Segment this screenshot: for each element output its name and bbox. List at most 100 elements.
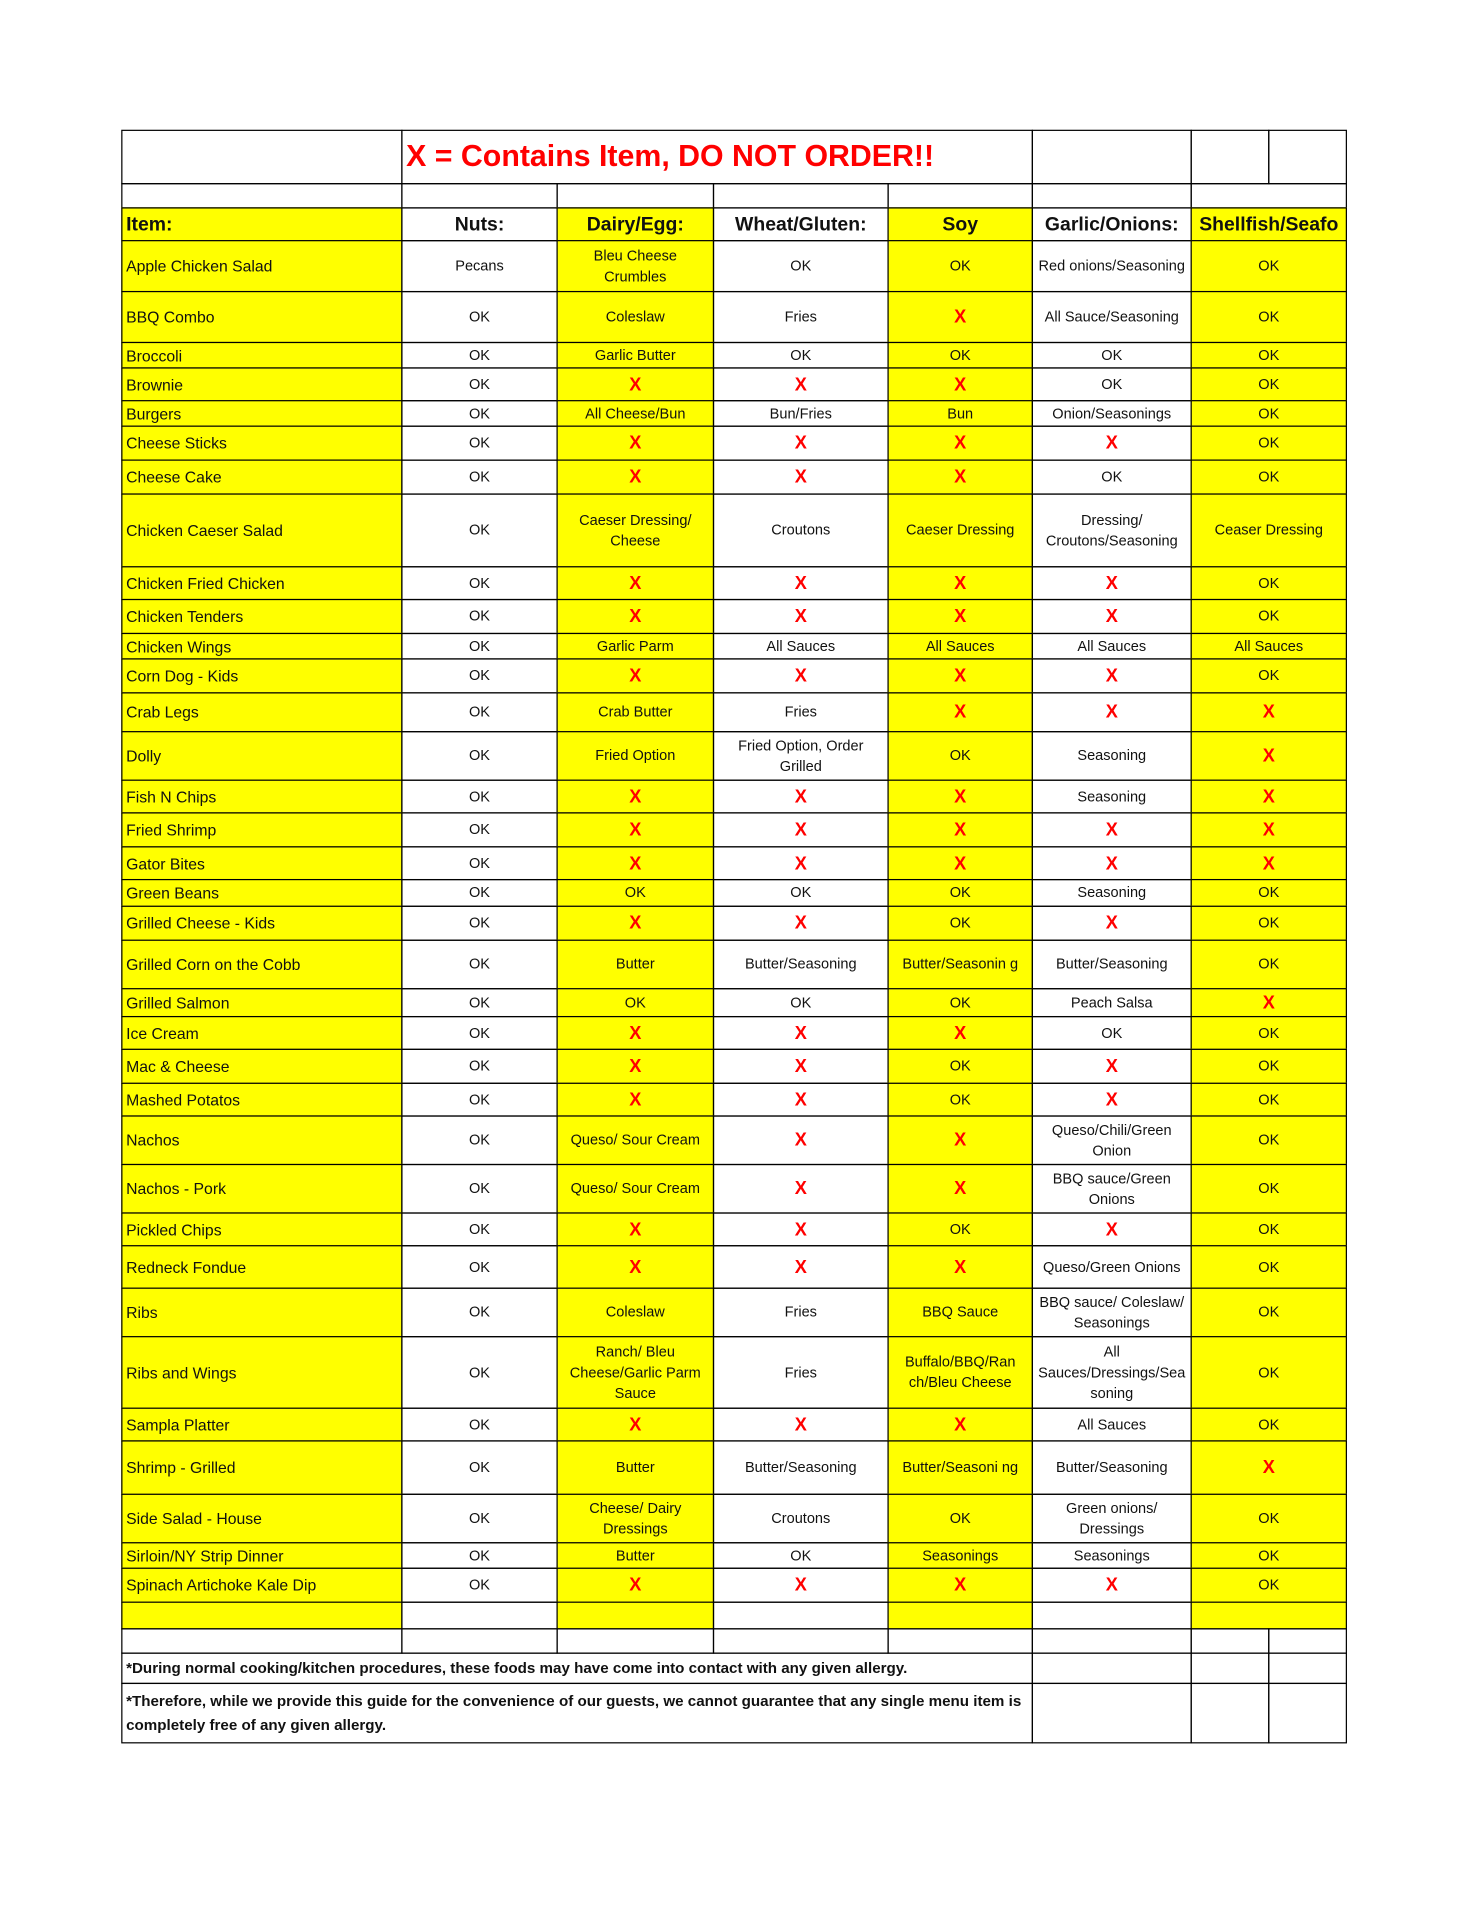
empty-cell (556, 1628, 715, 1654)
allergen-cell: OK (1190, 566, 1347, 601)
allergen-cell: Caeser Dressing (887, 493, 1033, 568)
allergen-cell: OK (401, 905, 558, 941)
empty-cell (1031, 1628, 1192, 1654)
empty-cell (1268, 1652, 1347, 1685)
menu-item: Cheese Sticks (121, 425, 403, 461)
allergen-cell: Queso/ Sour Cream (556, 1163, 715, 1214)
menu-item: Nachos - Pork (121, 1163, 403, 1214)
empty-cell (887, 1628, 1033, 1654)
allergen-cell: Garlic Parm (556, 632, 715, 660)
allergen-cell: X (887, 1245, 1033, 1289)
allergen-cell: Dressing/ Croutons/Seasoning (1031, 493, 1192, 568)
allergen-cell: OK (1190, 1542, 1347, 1569)
menu-item: Chicken Fried Chicken (121, 566, 403, 601)
menu-item: Chicken Wings (121, 632, 403, 660)
empty-cell (712, 183, 889, 209)
menu-item: Green Beans (121, 878, 403, 907)
allergen-cell: Butter/Seasoning (712, 1440, 889, 1495)
allergen-cell: OK (1190, 367, 1347, 402)
allergen-cell: OK (1190, 341, 1347, 369)
allergen-cell: OK (1190, 598, 1347, 635)
allergen-cell: X (1031, 566, 1192, 601)
empty-cell (401, 1628, 558, 1654)
allergen-cell: Red onions/Seasoning (1031, 240, 1192, 293)
allergen-cell: X (887, 598, 1033, 635)
allergen-cell: OK (401, 425, 558, 461)
allergen-cell: X (556, 1567, 715, 1603)
allergen-cell: X (1190, 731, 1347, 781)
column-header: Wheat/Gluten: (712, 207, 889, 242)
allergen-cell: Fried Option, Order Grilled (712, 731, 889, 781)
allergen-cell: X (556, 658, 715, 694)
allergen-cell: OK (1190, 1287, 1347, 1338)
allergen-cell: Queso/ Sour Cream (556, 1115, 715, 1166)
allergen-cell: OK (1031, 459, 1192, 495)
allergen-cell: OK (401, 566, 558, 601)
allergen-cell: X (712, 1567, 889, 1603)
allergen-cell: OK (887, 1212, 1033, 1247)
menu-item: Grilled Salmon (121, 988, 403, 1018)
allergen-cell: X (1031, 812, 1192, 848)
menu-item: Chicken Tenders (121, 598, 403, 635)
allergen-cell: Butter (556, 1440, 715, 1495)
menu-item: Broccoli (121, 341, 403, 369)
menu-item: Redneck Fondue (121, 1245, 403, 1289)
menu-item: Spinach Artichoke Kale Dip (121, 1567, 403, 1603)
allergen-cell: All Cheese/Bun (556, 400, 715, 427)
empty-cell (401, 1601, 558, 1630)
allergen-cell: OK (1190, 400, 1347, 427)
allergen-cell: Caeser Dressing/ Cheese (556, 493, 715, 568)
allergen-cell: X (556, 1407, 715, 1442)
allergen-cell: OK (401, 1245, 558, 1289)
allergen-cell: OK (401, 658, 558, 694)
allergen-cell: X (1031, 658, 1192, 694)
allergen-cell: OK (401, 290, 558, 344)
column-header: Dairy/Egg: (556, 207, 715, 242)
allergen-cell: OK (401, 731, 558, 781)
allergen-cell: OK (556, 988, 715, 1018)
allergen-cell: OK (401, 1082, 558, 1117)
empty-cell (121, 1628, 403, 1654)
allergen-cell: Seasonings (887, 1542, 1033, 1569)
allergen-cell: OK (401, 1567, 558, 1603)
allergen-cell: Seasoning (1031, 779, 1192, 814)
allergen-cell: X (1031, 846, 1192, 881)
allergen-cell: OK (1031, 1015, 1192, 1050)
allergen-cell: OK (1190, 1336, 1347, 1409)
allergen-cell: X (712, 459, 889, 495)
allergen-cell: OK (401, 459, 558, 495)
allergen-cell: Green onions/ Dressings (1031, 1493, 1192, 1544)
column-header: Nuts: (401, 207, 558, 242)
allergen-cell: X (712, 905, 889, 941)
allergen-cell: Pecans (401, 240, 558, 293)
allergen-cell: X (887, 367, 1033, 402)
allergen-cell: OK (401, 1115, 558, 1166)
allergen-cell: Seasoning (1031, 878, 1192, 907)
allergen-cell: X (712, 425, 889, 461)
allergen-cell: OK (401, 1212, 558, 1247)
allergen-cell: X (1190, 988, 1347, 1018)
allergen-cell: OK (712, 1542, 889, 1569)
allergen-cell: OK (401, 1440, 558, 1495)
menu-item: Ice Cream (121, 1015, 403, 1050)
allergen-cell: X (1031, 425, 1192, 461)
allergen-cell: OK (1190, 290, 1347, 344)
menu-item: Side Salad - House (121, 1493, 403, 1544)
menu-item: Mashed Potatos (121, 1082, 403, 1117)
empty-cell (121, 183, 403, 209)
allergen-cell: X (556, 566, 715, 601)
allergen-cell: OK (887, 240, 1033, 293)
empty-cell (1190, 183, 1347, 209)
allergen-cell: OK (887, 988, 1033, 1018)
allergen-cell: OK (401, 367, 558, 402)
allergen-cell: X (887, 692, 1033, 733)
allergen-cell: X (887, 1115, 1033, 1166)
allergen-cell: OK (401, 1542, 558, 1569)
allergen-cell: X (887, 846, 1033, 881)
allergen-cell: OK (401, 1048, 558, 1084)
allergen-cell: OK (712, 240, 889, 293)
allergen-cell: Queso/Chili/Green Onion (1031, 1115, 1192, 1166)
menu-item: Apple Chicken Salad (121, 240, 403, 293)
allergen-cell: OK (1190, 1082, 1347, 1117)
